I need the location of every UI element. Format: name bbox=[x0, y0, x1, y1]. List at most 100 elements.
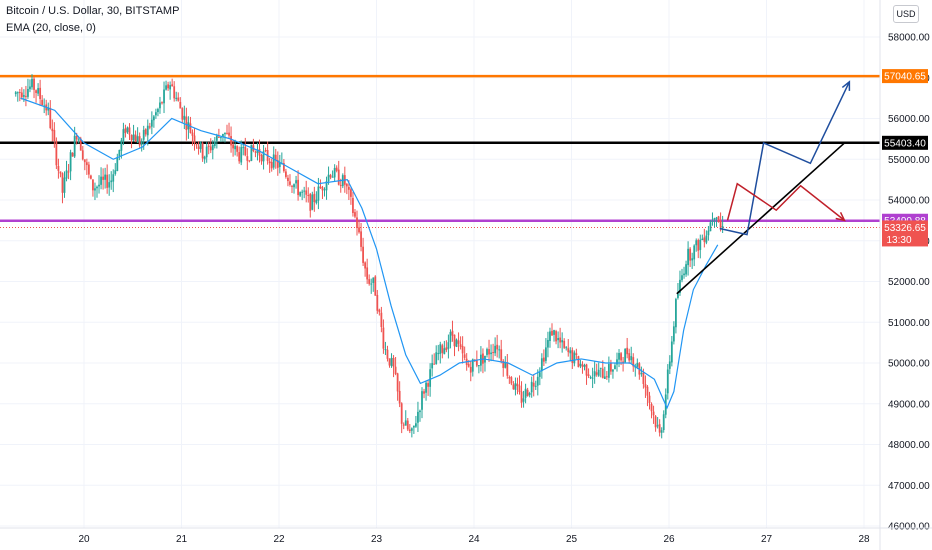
candle-body bbox=[607, 364, 610, 378]
candle-body bbox=[217, 136, 220, 138]
candle-body bbox=[358, 227, 360, 233]
time-tick-label: 26 bbox=[663, 534, 675, 545]
candle-body bbox=[128, 127, 131, 135]
candle-body bbox=[132, 134, 135, 141]
candle-body bbox=[705, 235, 708, 243]
time-tick-label: 20 bbox=[78, 534, 90, 545]
candle-body bbox=[528, 392, 531, 396]
candle-body bbox=[419, 410, 421, 413]
candle-body bbox=[155, 112, 157, 116]
candle-body bbox=[59, 171, 62, 174]
candle-body bbox=[295, 180, 297, 184]
candle-body bbox=[230, 136, 232, 146]
candle-body bbox=[707, 230, 710, 236]
price-tick-label: 46000.00 bbox=[888, 522, 930, 533]
candle-body bbox=[317, 186, 320, 201]
candle-body bbox=[169, 85, 172, 90]
candle-body bbox=[433, 363, 436, 365]
candle-body bbox=[587, 374, 590, 377]
candle-body bbox=[250, 144, 253, 161]
candle-body bbox=[396, 373, 399, 392]
candle-body bbox=[677, 293, 679, 298]
candle-body bbox=[670, 341, 673, 363]
candle-body bbox=[595, 372, 598, 375]
candle-body bbox=[37, 88, 39, 94]
candle-body bbox=[287, 177, 289, 182]
candle-body bbox=[540, 358, 543, 372]
candle-body bbox=[39, 87, 42, 99]
candle-body bbox=[614, 365, 616, 370]
candle-body bbox=[620, 353, 622, 361]
candle-body bbox=[506, 362, 509, 376]
time-axis[interactable]: 20 21 22 23 24 25 26 27 28 bbox=[0, 527, 932, 545]
currency-button[interactable]: USD bbox=[893, 5, 919, 23]
price-tick-label: 49000.00 bbox=[888, 399, 930, 410]
candle-body bbox=[305, 190, 308, 195]
candle-body bbox=[500, 349, 503, 361]
price-axis[interactable]: 58000.0057000.0056000.0055000.0054000.00… bbox=[879, 0, 930, 550]
candle-body bbox=[711, 220, 714, 223]
candle-body bbox=[672, 326, 675, 342]
candle-body bbox=[429, 369, 432, 387]
level-tag-label: 55403.40 bbox=[884, 138, 926, 149]
candle-body bbox=[258, 149, 261, 156]
candle-body bbox=[57, 165, 60, 171]
candle-body bbox=[315, 199, 318, 204]
candle-body bbox=[508, 376, 511, 379]
candle-body bbox=[701, 238, 704, 241]
candle-body bbox=[709, 222, 712, 232]
candle-body bbox=[110, 180, 113, 183]
candle-body bbox=[547, 339, 549, 348]
candle-body bbox=[18, 92, 21, 94]
candle-body bbox=[624, 348, 627, 363]
candle-body bbox=[459, 344, 462, 347]
candle-body bbox=[354, 212, 356, 217]
candle-body bbox=[55, 140, 58, 166]
candle-body bbox=[439, 344, 442, 354]
candle-body bbox=[179, 101, 182, 109]
candle-body bbox=[583, 364, 586, 367]
time-tick-label: 23 bbox=[371, 534, 383, 545]
candle-body bbox=[134, 134, 137, 142]
candle-body bbox=[685, 264, 687, 275]
candle-body bbox=[390, 357, 393, 367]
candle-body bbox=[668, 361, 671, 369]
price-tick-label: 54000.00 bbox=[888, 196, 930, 207]
candle-body bbox=[415, 423, 417, 427]
candle-body bbox=[207, 145, 210, 147]
candle-body bbox=[29, 86, 31, 90]
blue-projection-arrow bbox=[719, 81, 851, 236]
candle-body bbox=[337, 169, 340, 185]
candle-body bbox=[449, 331, 452, 343]
candle-body bbox=[469, 366, 472, 373]
candle-body bbox=[689, 248, 692, 261]
candle-body bbox=[228, 132, 230, 136]
candle-body bbox=[443, 348, 446, 355]
candle-body bbox=[412, 425, 415, 428]
candle-body bbox=[122, 129, 125, 141]
candle-body bbox=[71, 152, 74, 157]
candle-body bbox=[526, 389, 529, 397]
candle-body bbox=[603, 376, 606, 379]
candle-body bbox=[372, 277, 375, 284]
candle-body bbox=[205, 146, 208, 158]
candle-body bbox=[380, 312, 383, 328]
candle-body bbox=[157, 109, 159, 113]
candle-body bbox=[451, 330, 454, 336]
candle-body bbox=[534, 385, 537, 387]
candle-body bbox=[589, 377, 592, 379]
candle-body bbox=[69, 152, 72, 172]
price-tick-label: 56000.00 bbox=[888, 114, 930, 125]
candle-body bbox=[362, 246, 364, 263]
candle-body bbox=[366, 267, 369, 280]
candle-body bbox=[532, 382, 535, 387]
candle-body bbox=[268, 161, 271, 164]
candle-body bbox=[687, 248, 689, 266]
candle-body bbox=[559, 337, 562, 343]
candle-body bbox=[577, 356, 580, 368]
candle-body bbox=[112, 174, 115, 182]
candle-body bbox=[297, 179, 299, 196]
red-projection-arrow-head bbox=[835, 211, 846, 222]
